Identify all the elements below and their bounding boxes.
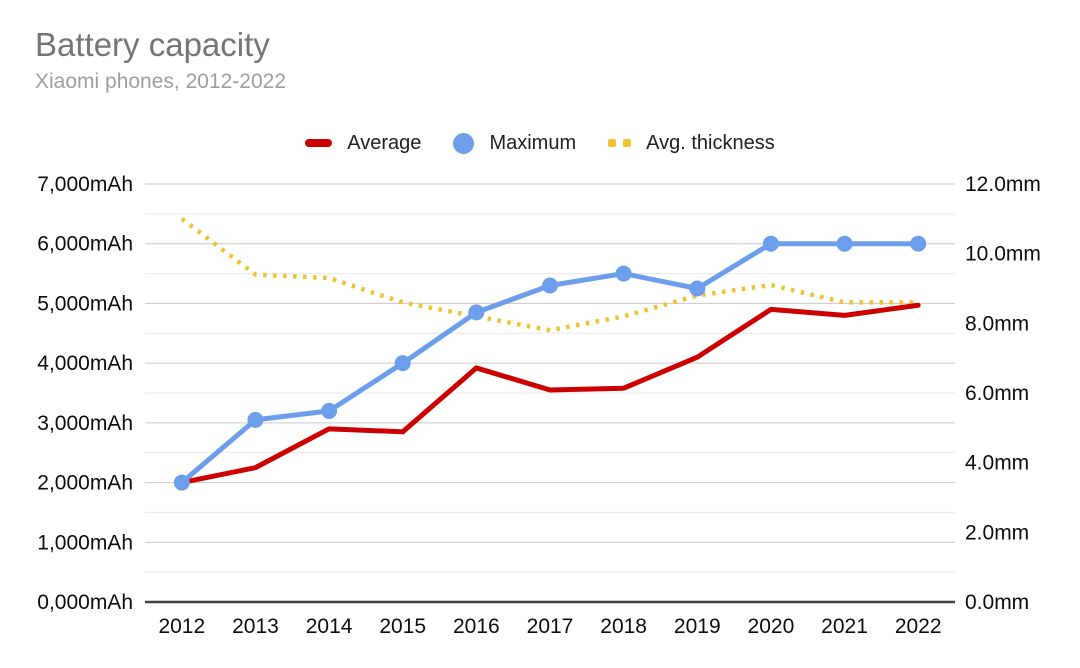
left-axis-tick-label: 6,000mAh (37, 233, 133, 256)
x-axis-tick-label: 2022 (895, 615, 942, 638)
right-axis-tick-label: 10.0mm (965, 243, 1041, 266)
chart-subtitle: Xiaomi phones, 2012-2022 (35, 70, 287, 93)
x-axis-tick-label: 2014 (306, 615, 353, 638)
average-line-swatch-icon (305, 139, 333, 147)
left-axis-tick-label: 1,000mAh (37, 531, 133, 554)
x-axis-tick-label: 2017 (527, 615, 574, 638)
series-maximum-marker (394, 355, 411, 372)
x-axis-tick-label: 2018 (600, 615, 647, 638)
series-maximum-marker (836, 235, 853, 252)
left-axis-tick-label: 7,000mAh (37, 173, 133, 196)
legend-label-average: Average (347, 131, 422, 154)
x-axis-tick-label: 2016 (453, 615, 500, 638)
x-axis-tick-label: 2015 (379, 615, 426, 638)
chart-title: Battery capacity (35, 26, 270, 63)
right-axis-tick-label: 12.0mm (965, 173, 1041, 196)
left-axis-tick-label: 5,000mAh (37, 292, 133, 315)
series-maximum-marker (689, 280, 706, 297)
x-axis-tick-label: 2021 (821, 615, 868, 638)
legend-label-avg-thickness: Avg. thickness (646, 131, 775, 154)
left-axis-tick-label: 0,000mAh (37, 591, 133, 614)
thickness-dotted-swatch-icon (608, 139, 632, 147)
series-maximum-marker (910, 235, 927, 252)
chart-legend: Average Maximum Avg. thickness (0, 128, 1080, 158)
legend-item-average[interactable]: Average (305, 132, 421, 155)
x-axis-tick-label: 2019 (674, 615, 721, 638)
series-maximum-marker (247, 411, 264, 428)
series-maximum-marker (762, 235, 779, 252)
right-axis-tick-label: 6.0mm (965, 382, 1029, 405)
x-axis-tick-label: 2020 (748, 615, 795, 638)
maximum-circle-swatch-icon (453, 132, 475, 154)
series-maximum-marker (615, 265, 632, 282)
right-axis-tick-label: 4.0mm (965, 452, 1029, 475)
legend-item-avg-thickness[interactable]: Avg. thickness (608, 132, 775, 155)
x-axis-tick-label: 2012 (158, 615, 205, 638)
legend-label-maximum: Maximum (489, 131, 577, 154)
series-avg-thickness-line (180, 217, 919, 333)
right-axis-tick-label: 2.0mm (965, 521, 1029, 544)
legend-item-maximum[interactable]: Maximum (453, 132, 576, 155)
series-maximum-marker (542, 277, 558, 294)
x-axis-tick-label: 2013 (232, 615, 279, 638)
left-axis-tick-label: 2,000mAh (37, 472, 133, 495)
chart-header: Battery capacity Xiaomi phones, 2012-202… (35, 26, 286, 94)
right-axis-tick-label: 0.0mm (965, 591, 1029, 614)
series-maximum-marker (468, 304, 485, 321)
left-axis-tick-label: 3,000mAh (37, 412, 133, 435)
series-maximum-marker (173, 474, 190, 491)
right-axis-tick-label: 8.0mm (965, 312, 1029, 335)
left-axis-tick-label: 4,000mAh (37, 352, 133, 375)
series-maximum-marker (321, 402, 338, 419)
series-average-line (179, 302, 921, 486)
